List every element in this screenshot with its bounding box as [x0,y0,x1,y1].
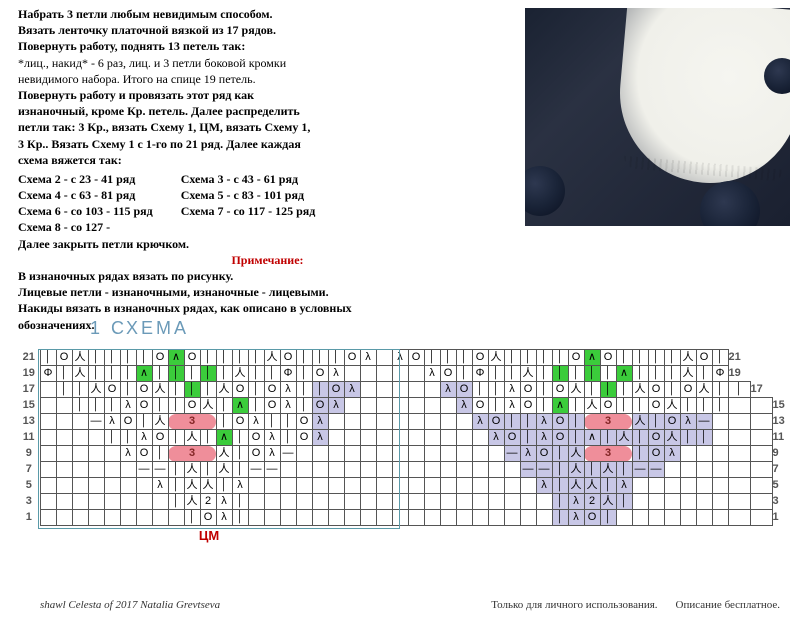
usage-personal: Только для личного использования. [491,599,657,611]
instructions-block: Набрать 3 петли любым невидимым способом… [18,6,525,333]
chart-area: 1 СХЕМА 21│O人││││O∧O││││人O│││OλλO│││O人││… [0,318,800,544]
note-title: Примечание: [18,252,517,268]
close-off: Далее закрыть петли крючком. [18,236,517,252]
chart-title: 1 СХЕМА [90,318,800,339]
chart-box-outline [38,349,400,529]
shawl-photo [525,8,790,226]
credit: shawl Celesta of 2017 Natalia Grevtseva [40,599,220,611]
usage-free: Описание бесплатное. [676,599,780,611]
cm-label: ЦМ [199,528,219,543]
